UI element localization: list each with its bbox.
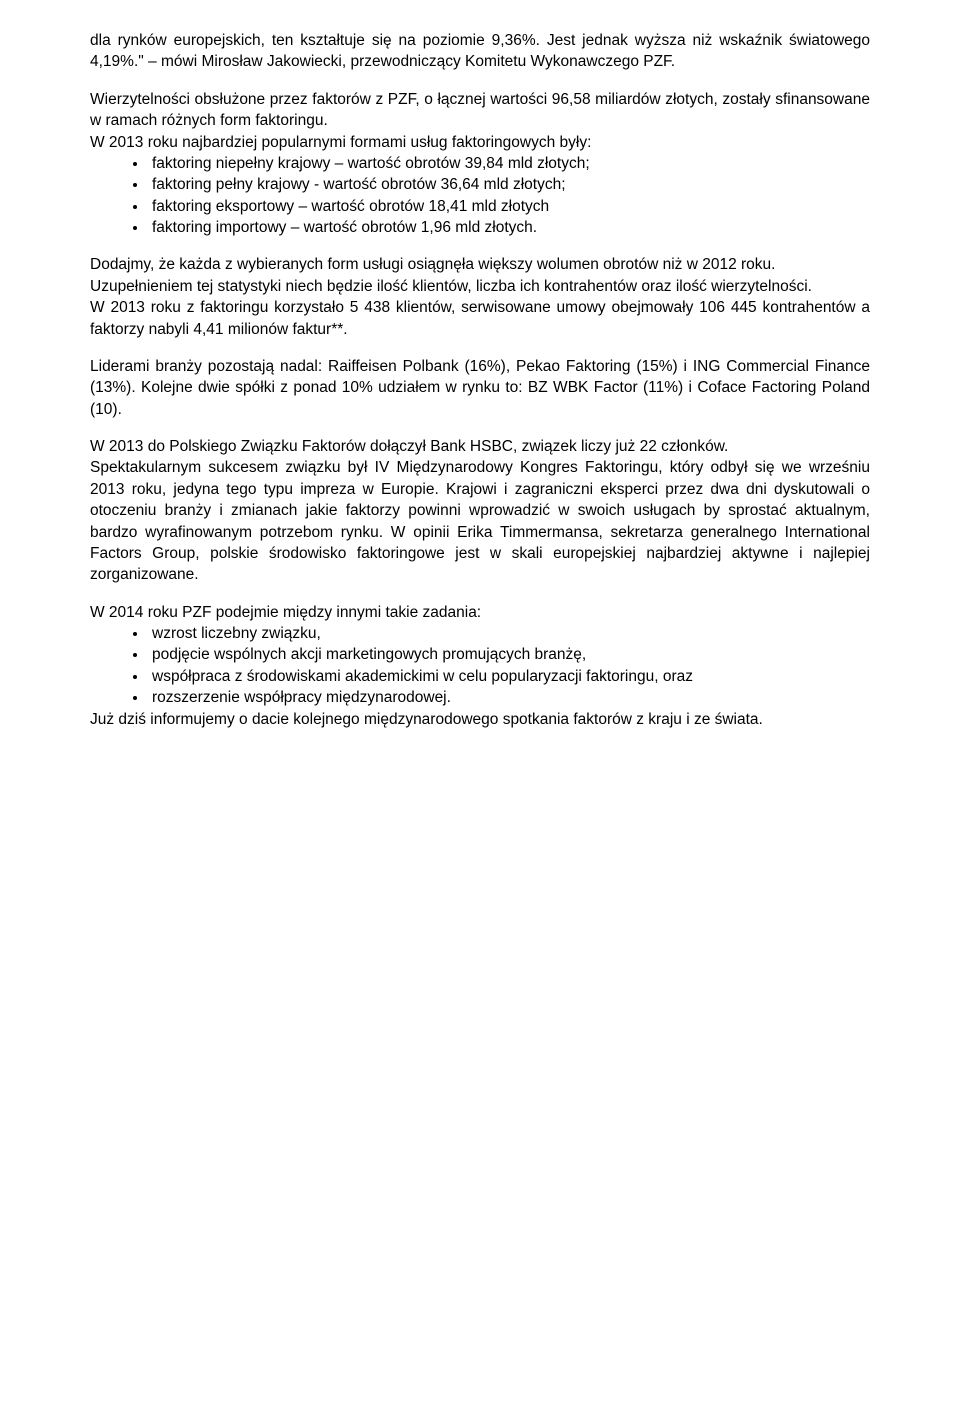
paragraph-volume-b: Uzupełnieniem tej statystyki niech będzi… — [90, 276, 870, 297]
list-item: faktoring niepełny krajowy – wartość obr… — [148, 153, 870, 174]
paragraph-intro: dla rynków europejskich, ten kształtuje … — [90, 30, 870, 73]
paragraph-receivables-b: W 2013 roku najbardziej popularnymi form… — [90, 132, 870, 153]
paragraph-leaders: Liderami branży pozostają nadal: Raiffei… — [90, 356, 870, 420]
paragraph-hsbc: W 2013 do Polskiego Związku Faktorów doł… — [90, 436, 870, 457]
list-item: współpraca z środowiskami akademickimi w… — [148, 666, 870, 687]
list-item: wzrost liczebny związku, — [148, 623, 870, 644]
paragraph-volume-c: W 2013 roku z faktoringu korzystało 5 43… — [90, 297, 870, 340]
list-factoring-forms: faktoring niepełny krajowy – wartość obr… — [90, 153, 870, 239]
paragraph-meeting-date: Już dziś informujemy o dacie kolejnego m… — [90, 709, 870, 730]
list-item: podjęcie wspólnych akcji marketingowych … — [148, 644, 870, 665]
list-tasks: wzrost liczebny związku, podjęcie wspóln… — [90, 623, 870, 709]
paragraph-congress: Spektakularnym sukcesem związku był IV M… — [90, 457, 870, 585]
paragraph-volume-a: Dodajmy, że każda z wybieranych form usł… — [90, 254, 870, 275]
list-item: faktoring eksportowy – wartość obrotów 1… — [148, 196, 870, 217]
paragraph-receivables-a: Wierzytelności obsłużone przez faktorów … — [90, 89, 870, 132]
list-item: faktoring pełny krajowy - wartość obrotó… — [148, 174, 870, 195]
paragraph-tasks-intro: W 2014 roku PZF podejmie między innymi t… — [90, 602, 870, 623]
list-item: rozszerzenie współpracy międzynarodowej. — [148, 687, 870, 708]
list-item: faktoring importowy – wartość obrotów 1,… — [148, 217, 870, 238]
